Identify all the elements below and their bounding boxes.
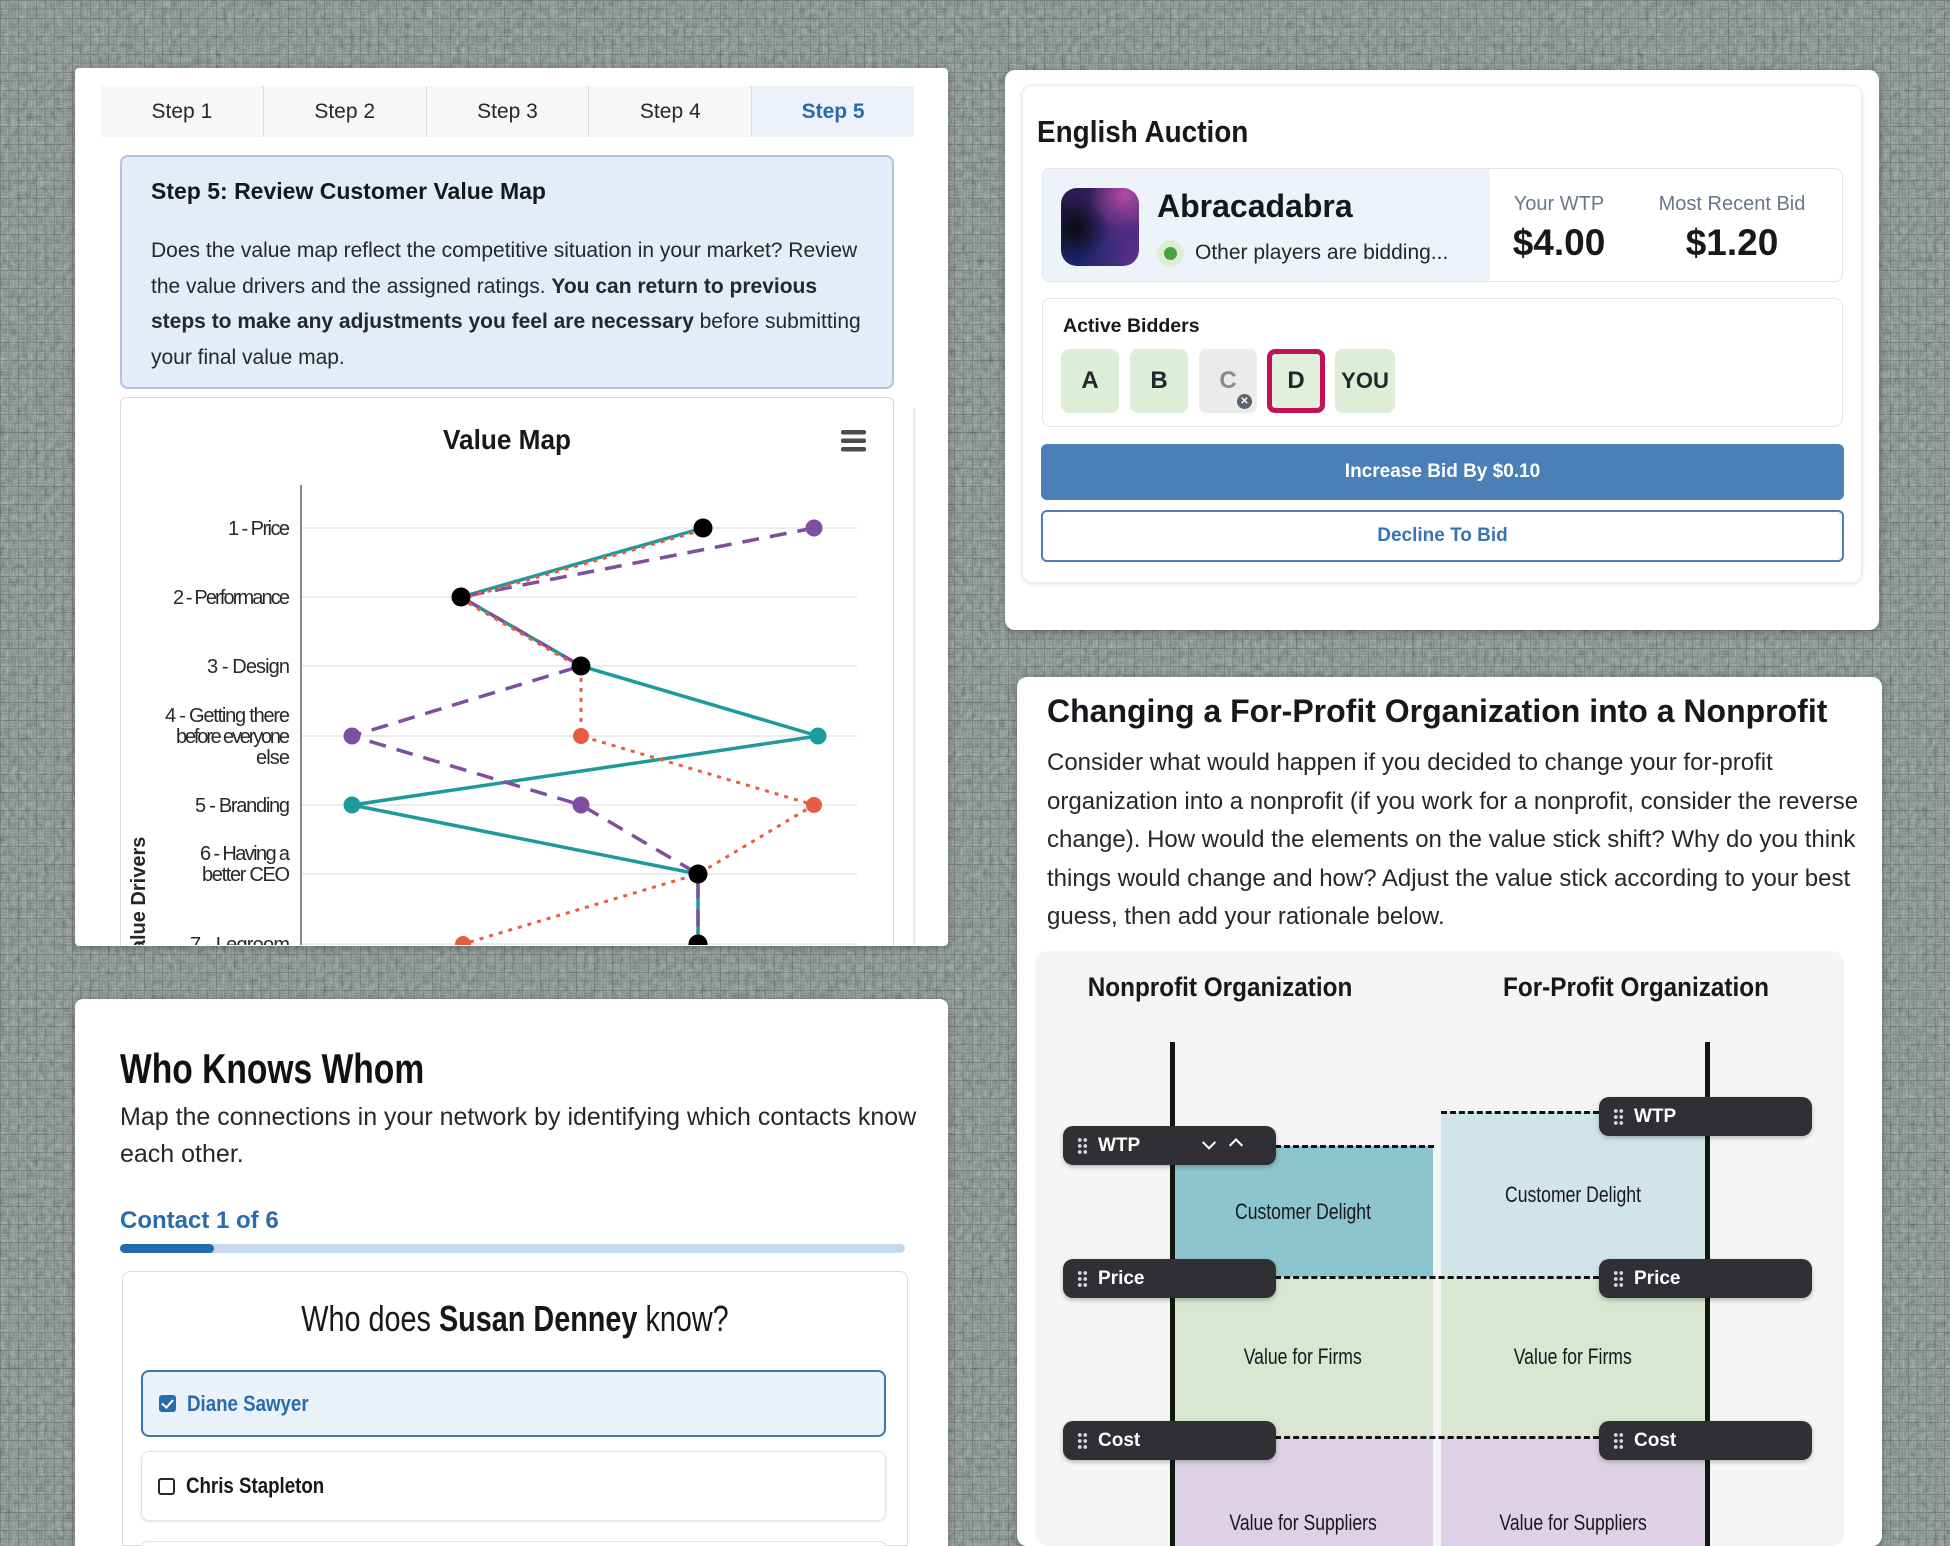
svg-text:3 - Design: 3 - Design bbox=[207, 656, 290, 678]
svg-text:2 - Performance: 2 - Performance bbox=[173, 587, 290, 609]
svg-text:5 - Branding: 5 - Branding bbox=[195, 795, 290, 817]
svg-text:1 - Price: 1 - Price bbox=[228, 518, 290, 540]
svg-text:Value Map: Value Map bbox=[443, 424, 571, 455]
svg-text:7 - Legroom: 7 - Legroom bbox=[190, 934, 290, 945]
svg-text:else: else bbox=[256, 747, 290, 769]
svg-text:4 - Getting there: 4 - Getting there bbox=[165, 705, 290, 727]
svg-text:better CEO: better CEO bbox=[202, 864, 290, 886]
svg-text:6 - Having a: 6 - Having a bbox=[200, 843, 291, 865]
svg-text:Value Drivers: Value Drivers bbox=[128, 837, 150, 945]
svg-text:before everyone: before everyone bbox=[176, 726, 290, 748]
